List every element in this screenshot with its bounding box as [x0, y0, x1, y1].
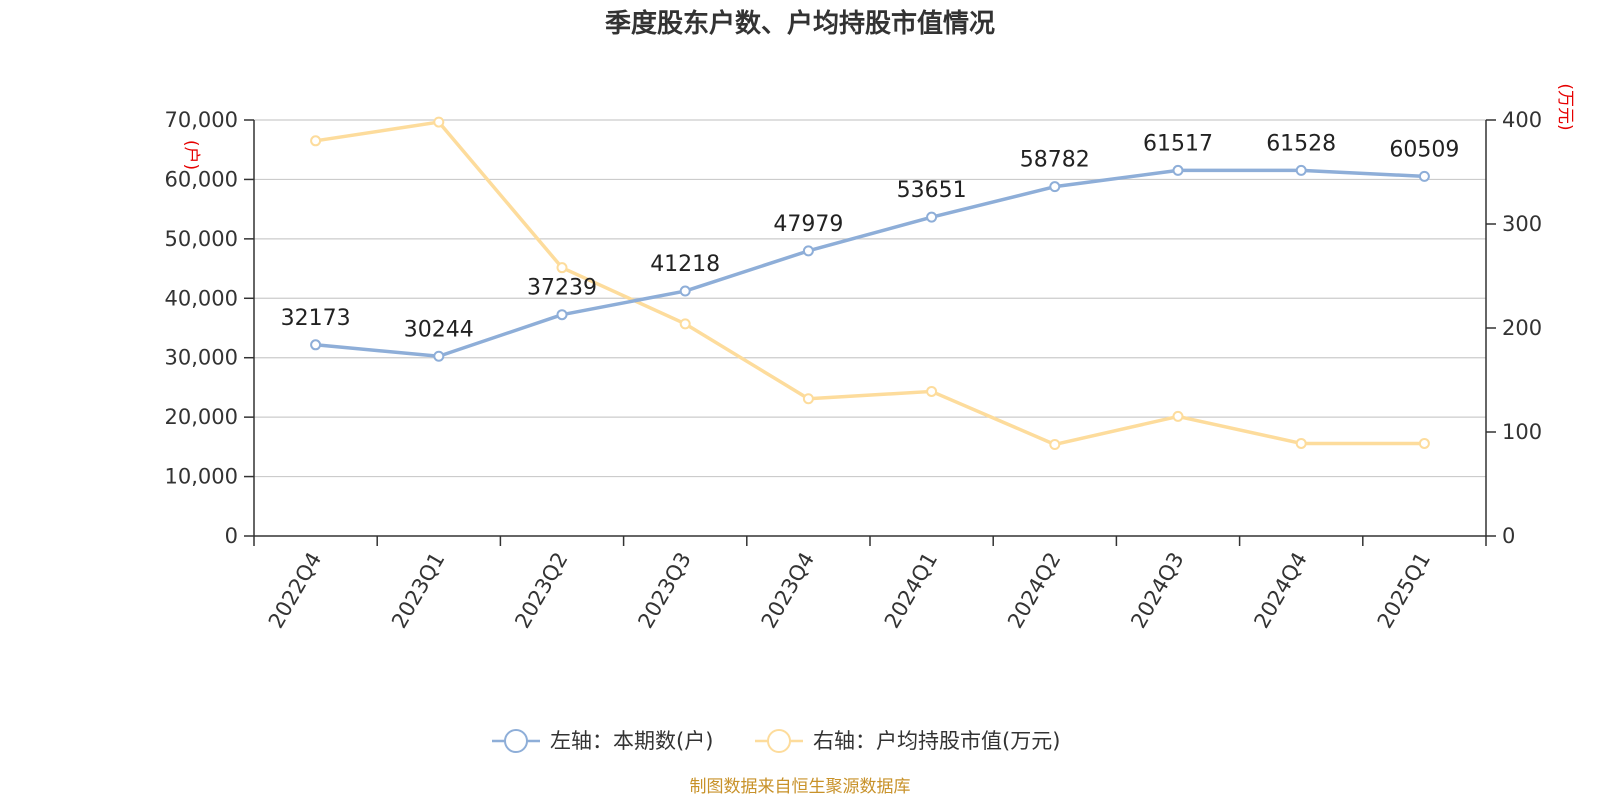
chart-title: 季度股东户数、户均持股市值情况: [605, 8, 995, 39]
data-point: [1418, 437, 1430, 449]
data-point: [802, 393, 814, 405]
data-point: [679, 285, 691, 297]
source-note: 制图数据来自恒生聚源数据库: [690, 777, 911, 797]
data-point: [926, 385, 938, 397]
data-point: [802, 245, 814, 257]
legend-label-right: 右轴：户均持股市值(万元): [813, 729, 1060, 753]
left-axis-tick-label: 30,000: [165, 346, 238, 370]
right-axis-tick-label: 100: [1502, 420, 1542, 444]
x-axis-category-label: 2025Q1: [1373, 548, 1435, 632]
x-axis-category-label: 2023Q2: [510, 548, 572, 632]
x-axis-category-label: 2024Q1: [880, 548, 942, 632]
data-point: [1172, 164, 1184, 176]
left-axis-tick-label: 10,000: [165, 465, 238, 489]
data-point: [556, 309, 568, 321]
data-label: 32173: [281, 306, 351, 331]
data-point: [1049, 438, 1061, 450]
data-point: [310, 135, 322, 147]
legend-marker-series2: [767, 729, 791, 753]
series-avg-holding-value: [310, 116, 1430, 450]
data-point: [433, 350, 445, 362]
left-axis-tick-label: 0: [225, 524, 238, 548]
series-shareholder-count: [310, 164, 1430, 362]
axes: 0 10,000 20,000 30,000 40,000 50,000 60,000 70,…: [165, 108, 1543, 632]
right-axis-tick-label: 200: [1502, 316, 1542, 340]
data-point: [1418, 170, 1430, 182]
left-axis-tick-label: 50,000: [165, 227, 238, 251]
left-axis-unit: (户): [181, 140, 201, 170]
left-axis-tick-label: 60,000: [165, 167, 238, 191]
data-point: [926, 211, 938, 223]
legend-item-left[interactable]: 左轴：本期数(户): [492, 729, 713, 753]
x-axis-category-label: 2024Q4: [1249, 548, 1311, 632]
data-point: [1295, 164, 1307, 176]
x-axis-category-label: 2022Q4: [264, 548, 326, 632]
data-label: 47979: [773, 212, 843, 237]
x-axis-category-label: 2024Q2: [1003, 548, 1065, 632]
x-axis-category-label: 2023Q4: [757, 548, 819, 632]
data-label: 61517: [1143, 131, 1213, 156]
data-label: 58782: [1020, 148, 1090, 173]
legend-marker-series1: [504, 729, 528, 753]
left-axis-tick-label: 20,000: [165, 405, 238, 429]
data-labels: 32173 30244 37239 41218 47979 53651 58782 61517…: [281, 131, 1460, 342]
x-axis-category-label: 2024Q3: [1126, 548, 1188, 632]
gridlines: [254, 119, 1486, 478]
series-line: [315, 120, 1425, 447]
data-label: 61528: [1266, 131, 1336, 156]
data-point: [1295, 437, 1307, 449]
data-point: [1172, 410, 1184, 422]
legend-item-right[interactable]: 右轴：户均持股市值(万元): [755, 729, 1060, 753]
data-point: [679, 318, 691, 330]
data-label: 60509: [1389, 137, 1459, 162]
legend-label-left: 左轴：本期数(户): [550, 729, 713, 753]
data-point: [556, 262, 568, 274]
legend: 左轴：本期数(户) 右轴：户均持股市值(万元): [492, 729, 1060, 753]
data-point: [310, 339, 322, 351]
right-axis-tick-label: 400: [1502, 108, 1542, 132]
data-label: 53651: [897, 178, 967, 203]
x-axis-category-label: 2023Q1: [387, 548, 449, 632]
x-axis-category-label: 2023Q3: [633, 548, 695, 632]
right-axis-tick-label: 300: [1502, 212, 1542, 236]
data-point: [433, 116, 445, 128]
series-line: [315, 168, 1425, 359]
data-label: 41218: [650, 252, 720, 277]
right-axis-unit: (万元): [1555, 83, 1575, 130]
data-label: 30244: [404, 317, 474, 342]
left-axis-tick-label: 70,000: [165, 108, 238, 132]
data-label: 37239: [527, 276, 597, 301]
right-axis-tick-label: 0: [1502, 524, 1515, 548]
left-axis-tick-label: 40,000: [165, 286, 238, 310]
data-point: [1049, 181, 1061, 193]
